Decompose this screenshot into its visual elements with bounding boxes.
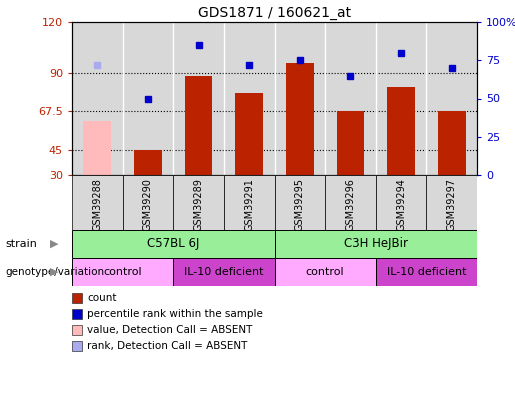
Bar: [173, 175, 224, 230]
Text: IL-10 deficient: IL-10 deficient: [184, 267, 264, 277]
Text: strain: strain: [5, 239, 37, 249]
Bar: [72, 230, 274, 258]
Text: C3H HeJBir: C3H HeJBir: [344, 237, 408, 251]
Bar: [387, 87, 415, 175]
Text: ▶: ▶: [50, 267, 58, 277]
Text: rank, Detection Call = ABSENT: rank, Detection Call = ABSENT: [87, 341, 248, 351]
Text: GSM39290: GSM39290: [143, 178, 153, 230]
Text: percentile rank within the sample: percentile rank within the sample: [87, 309, 263, 319]
Text: GSM39297: GSM39297: [447, 178, 457, 231]
Bar: [72, 175, 123, 230]
Text: ▶: ▶: [50, 239, 58, 249]
Bar: [173, 258, 274, 286]
Text: GSM39294: GSM39294: [396, 178, 406, 230]
Text: control: control: [306, 267, 345, 277]
Bar: [123, 175, 173, 230]
Bar: [286, 63, 314, 175]
Text: count: count: [87, 293, 117, 303]
Bar: [336, 111, 364, 175]
Bar: [72, 258, 173, 286]
Bar: [235, 94, 263, 175]
Bar: [376, 175, 426, 230]
Text: GSM39288: GSM39288: [92, 178, 102, 230]
Text: IL-10 deficient: IL-10 deficient: [387, 267, 466, 277]
Text: control: control: [104, 267, 142, 277]
Bar: [274, 230, 477, 258]
Text: GSM39295: GSM39295: [295, 178, 305, 231]
Title: GDS1871 / 160621_at: GDS1871 / 160621_at: [198, 6, 351, 19]
Text: GSM39296: GSM39296: [346, 178, 355, 230]
Text: C57BL 6J: C57BL 6J: [147, 237, 199, 251]
Bar: [134, 149, 162, 175]
Bar: [224, 175, 274, 230]
Bar: [83, 121, 111, 175]
Bar: [438, 111, 466, 175]
Text: GSM39291: GSM39291: [244, 178, 254, 230]
Bar: [426, 175, 477, 230]
Text: GSM39289: GSM39289: [194, 178, 203, 230]
Bar: [274, 258, 376, 286]
Bar: [376, 258, 477, 286]
Text: value, Detection Call = ABSENT: value, Detection Call = ABSENT: [87, 325, 252, 335]
Bar: [325, 175, 376, 230]
Bar: [185, 77, 213, 175]
Bar: [274, 175, 325, 230]
Text: genotype/variation: genotype/variation: [5, 267, 104, 277]
